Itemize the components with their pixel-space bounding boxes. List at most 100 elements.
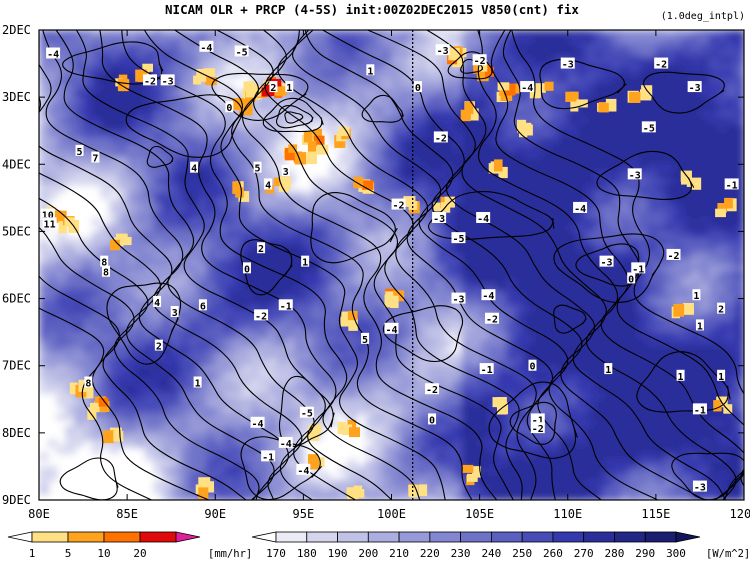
olr-cell [294, 406, 305, 414]
olr-cell [532, 130, 543, 139]
olr-cell [585, 298, 596, 307]
olr-cell [647, 36, 657, 45]
olr-cell [285, 379, 296, 387]
olr-cell [224, 312, 234, 320]
olr-cell [268, 150, 278, 159]
olr-cell [83, 177, 93, 186]
olr-cell [294, 385, 305, 394]
olr-cell [567, 117, 578, 125]
olr-cell [664, 385, 675, 394]
olr-cell [585, 325, 596, 334]
olr-cell [647, 204, 657, 213]
olr-cell [47, 103, 58, 112]
olr-cell [259, 305, 270, 313]
olr-cell [162, 251, 173, 260]
olr-cell [83, 43, 93, 52]
olr-cell [329, 318, 340, 327]
olr-cell [100, 419, 111, 428]
olr-cell [285, 325, 296, 334]
olr-cell [91, 432, 102, 441]
olr-cell [620, 36, 631, 45]
olr-cell [594, 285, 604, 293]
olr-cell [171, 285, 181, 293]
olr-cell [127, 365, 137, 374]
olr-cell [523, 144, 534, 152]
olr-cell [647, 171, 657, 179]
olr-cell [655, 446, 666, 454]
olr-cell [294, 278, 305, 287]
olr-cell [470, 83, 481, 92]
olr-cell [682, 124, 693, 132]
olr-cell [691, 271, 701, 280]
olr-cell [224, 466, 234, 475]
olr-cell [603, 318, 613, 327]
olr-cell [647, 446, 657, 454]
olr-cell [321, 305, 331, 313]
olr-cell [294, 50, 305, 58]
olr-cell [365, 278, 375, 287]
olr-cell [506, 63, 516, 72]
olr-cell [567, 426, 578, 434]
olr-cell [74, 103, 85, 112]
olr-cell [664, 379, 675, 387]
olr-cell [682, 204, 693, 213]
olr-cell [215, 137, 226, 146]
olr-cell [56, 171, 67, 179]
olr-cell [435, 224, 446, 233]
olr-cell [276, 318, 287, 327]
olr-cell [338, 359, 349, 367]
olr-cell [576, 231, 587, 240]
olr-cell [409, 312, 419, 320]
olr-cell [409, 345, 419, 354]
olr-cell [109, 97, 120, 105]
olr-cell [312, 90, 322, 99]
olr-cell [585, 345, 596, 354]
olr-cell [417, 385, 428, 394]
olr-cell [109, 251, 120, 260]
olr-cell [523, 77, 534, 85]
olr-cell [74, 130, 85, 139]
olr-cell [162, 426, 173, 434]
olr-cell [162, 130, 173, 139]
olr-cell [47, 439, 58, 448]
olr-cell [312, 97, 322, 105]
olr-cell [488, 432, 499, 441]
olr-cell [400, 103, 411, 112]
olr-cell [197, 359, 208, 367]
olr-cell [153, 318, 164, 327]
olr-cell [550, 77, 560, 85]
olr-cell [558, 332, 569, 340]
olr-cell [479, 426, 490, 434]
olr-cell [576, 479, 587, 488]
olr-cell [259, 77, 270, 85]
olr-cell [171, 291, 181, 300]
olr-cell [409, 164, 419, 172]
olr-cell [603, 191, 613, 199]
olr-cell [558, 244, 569, 253]
olr-cell [250, 359, 261, 367]
olr-cell [550, 191, 560, 199]
olr-cell [259, 130, 270, 139]
olr-cell [135, 90, 146, 99]
olr-cell [356, 318, 367, 327]
olr-cell [638, 432, 649, 441]
olr-cell [558, 325, 569, 334]
olr-cell [673, 278, 684, 287]
olr-cell [365, 372, 375, 381]
olr-cell [171, 359, 181, 367]
olr-cell [329, 365, 340, 374]
olr-cell [365, 251, 375, 260]
olr-cell [576, 218, 587, 226]
olr-cell [523, 486, 534, 495]
olr-cell [188, 412, 199, 421]
olr-cell [321, 124, 331, 132]
olr-cell [611, 177, 622, 186]
olr-cell [65, 238, 76, 246]
olr-cell [506, 486, 516, 495]
olr-cell [285, 432, 296, 441]
olr-cell [506, 124, 516, 132]
olr-cell [268, 265, 278, 273]
olr-cell [664, 117, 675, 125]
olr-cell [312, 359, 322, 367]
olr-cell [462, 244, 472, 253]
